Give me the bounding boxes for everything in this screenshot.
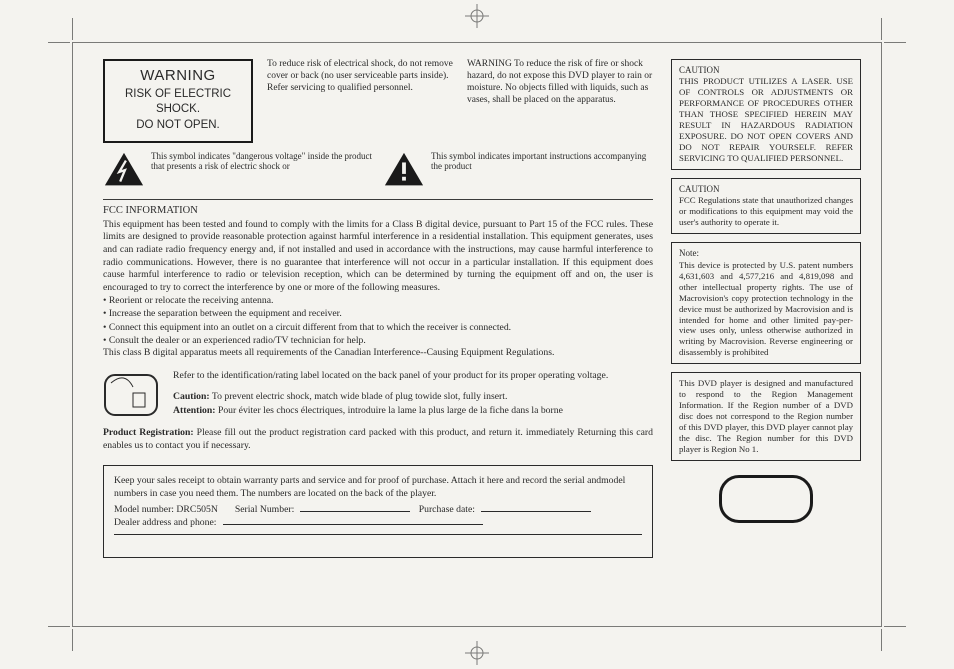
warning-title: WARNING — [115, 67, 241, 86]
bolt-text: This symbol indicates "dangerous voltage… — [151, 151, 373, 173]
page-frame: WARNING RISK OF ELECTRIC SHOCK. DO NOT O… — [72, 42, 882, 627]
caution-text: To prevent electric shock, match wide bl… — [210, 391, 508, 402]
dealer-field-2[interactable] — [114, 534, 642, 535]
crop-mark — [884, 626, 906, 627]
caution-laser-box: CAUTION THIS PRODUCT UTILIZES A LASER. U… — [671, 59, 861, 170]
right-column: CAUTION THIS PRODUCT UTILIZES A LASER. U… — [671, 59, 861, 610]
caution-label: Caution: — [173, 391, 210, 402]
warning-line: DO NOT OPEN. — [115, 118, 241, 133]
fcc-para: This equipment has been tested and found… — [103, 219, 653, 295]
caution-heading: CAUTION — [679, 184, 853, 195]
warning-box: WARNING RISK OF ELECTRIC SHOCK. DO NOT O… — [103, 59, 253, 143]
crop-mark — [884, 42, 906, 43]
receipt-intro: Keep your sales receipt to obtain warran… — [114, 474, 642, 501]
rating-line: Refer to the identification/rating label… — [173, 369, 653, 382]
prodreg-label: Product Registration: — [103, 427, 194, 438]
divider — [103, 199, 653, 200]
caution-laser-text: THIS PRODUCT UTILIZES A LASER. USE OF CO… — [679, 76, 853, 164]
caution-fcc-text: FCC Regulations state that unauthorized … — [679, 195, 853, 228]
fcc-para2: This class B digital apparatus meets all… — [103, 347, 653, 360]
shock-text: To reduce risk of electrical shock, do n… — [267, 59, 453, 95]
model-number: Model number: DRC505N — [114, 504, 218, 515]
registration-mark-icon — [465, 4, 489, 28]
dealer-label: Dealer address and phone: — [114, 517, 217, 528]
list-item: Consult the dealer or an experienced rad… — [103, 334, 653, 347]
note-heading: Note: — [679, 248, 853, 259]
left-column: WARNING RISK OF ELECTRIC SHOCK. DO NOT O… — [103, 59, 653, 610]
rounded-box-icon — [719, 475, 813, 523]
fcc-bullets: Reorient or relocate the receiving anten… — [103, 294, 653, 346]
content: WARNING RISK OF ELECTRIC SHOCK. DO NOT O… — [103, 59, 861, 610]
receipt-box: Keep your sales receipt to obtain warran… — [103, 465, 653, 558]
warning-line: RISK OF ELECTRIC SHOCK. — [115, 87, 241, 117]
rating-text: Refer to the identification/rating label… — [173, 369, 653, 416]
crop-mark — [48, 42, 70, 43]
caution-fcc-box: CAUTION FCC Regulations state that unaut… — [671, 178, 861, 234]
crop-mark — [48, 626, 70, 627]
crop-mark — [864, 629, 882, 651]
attention-text: Pour éviter les chocs électriques, intro… — [216, 405, 563, 416]
product-registration: Product Registration: Please fill out th… — [103, 427, 653, 452]
fcc-heading: FCC INFORMATION — [103, 204, 653, 217]
region-text: This DVD player is designed and manufact… — [679, 378, 853, 455]
purchase-label: Purchase date: — [419, 504, 475, 515]
crop-mark — [72, 18, 90, 40]
serial-field[interactable] — [300, 511, 410, 512]
list-item: Connect this equipment into an outlet on… — [103, 321, 653, 334]
dealer-field[interactable] — [223, 524, 483, 525]
attention-label: Attention: — [173, 405, 216, 416]
exclam-text: This symbol indicates important instruct… — [431, 151, 653, 173]
exclam-triangle-icon — [383, 151, 425, 187]
list-item: Increase the separation between the equi… — [103, 307, 653, 320]
purchase-field[interactable] — [481, 511, 591, 512]
rating-label-icon — [103, 369, 159, 419]
region-box: This DVD player is designed and manufact… — [671, 372, 861, 461]
note-box: Note: This device is protected by U.S. p… — [671, 242, 861, 364]
note-text: This device is protected by U.S. patent … — [679, 260, 853, 359]
serial-label: Serial Number: — [235, 504, 294, 515]
crop-mark — [864, 18, 882, 40]
caution-heading: CAUTION — [679, 65, 853, 76]
registration-mark-icon — [465, 641, 489, 665]
crop-mark — [72, 629, 90, 651]
bolt-triangle-icon — [103, 151, 145, 187]
list-item: Reorient or relocate the receiving anten… — [103, 294, 653, 307]
fire-text: WARNING To reduce the risk of fire or sh… — [467, 59, 653, 107]
